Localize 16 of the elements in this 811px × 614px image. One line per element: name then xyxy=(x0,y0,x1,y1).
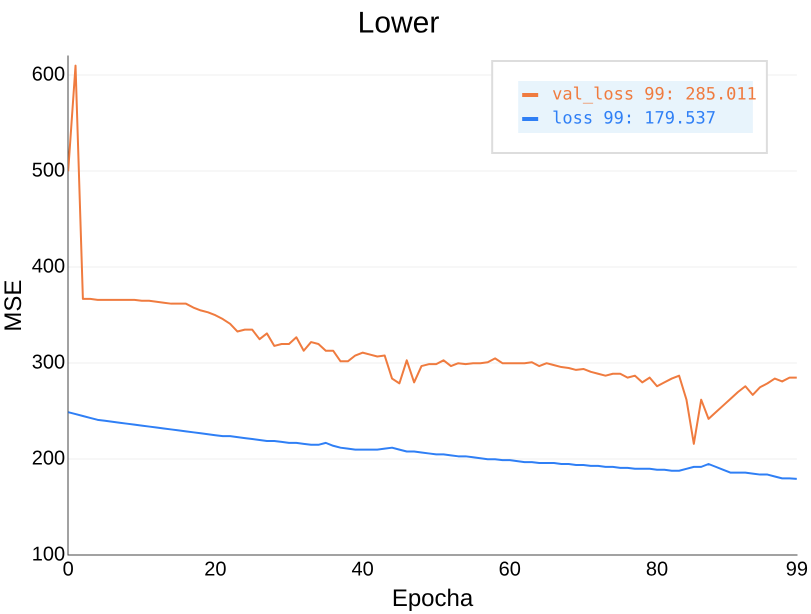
y-tick-label: 400 xyxy=(32,256,66,278)
x-axis-title: Epocha xyxy=(392,585,474,612)
x-tick-label: 20 xyxy=(204,558,227,581)
chart-title: Lower xyxy=(358,6,440,40)
x-tick-label: 40 xyxy=(351,558,374,581)
legend-label: loss 99: 179.537 xyxy=(552,108,716,128)
y-tick-label: 600 xyxy=(32,64,66,86)
y-axis-title: MSE xyxy=(0,280,28,332)
legend-label: val_loss 99: 285.011 xyxy=(552,84,757,104)
x-tick-label: 99 xyxy=(786,558,808,581)
x-tick-label: 60 xyxy=(498,558,521,581)
y-tick-label: 200 xyxy=(32,448,66,470)
x-tick-label: 80 xyxy=(646,558,668,581)
x-tick-label: 0 xyxy=(62,558,74,581)
y-tick-label: 500 xyxy=(32,160,66,182)
y-tick-label: 300 xyxy=(32,352,66,374)
